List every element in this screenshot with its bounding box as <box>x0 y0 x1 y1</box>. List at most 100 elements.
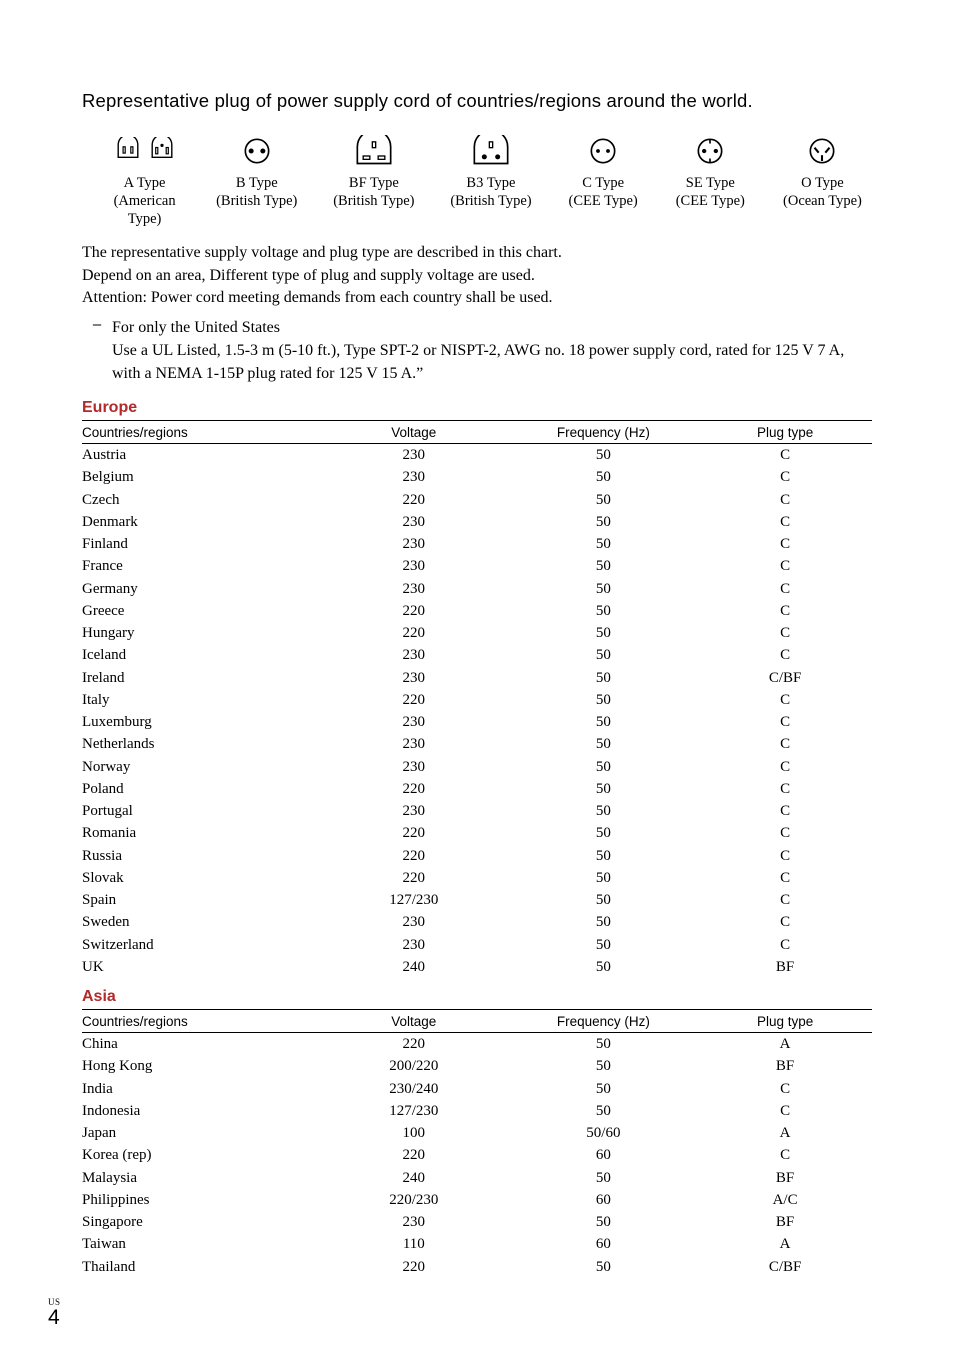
table-row: Netherlands23050C <box>82 733 872 755</box>
cell-f: 50 <box>509 1211 699 1233</box>
cell-c: Taiwan <box>82 1233 319 1255</box>
cell-c: UK <box>82 956 319 978</box>
cell-c: Finland <box>82 533 319 555</box>
cell-f: 50 <box>509 489 699 511</box>
cell-f: 50 <box>509 444 699 467</box>
cell-p: BF <box>698 1055 872 1077</box>
cell-c: Denmark <box>82 511 319 533</box>
cell-c: Luxemburg <box>82 711 319 733</box>
table-row: Japan10050/60A <box>82 1122 872 1144</box>
cell-p: C <box>698 689 872 711</box>
cell-f: 50 <box>509 622 699 644</box>
th-frequency: Frequency (Hz) <box>509 421 699 444</box>
plug-sub: (British Type) <box>207 192 306 210</box>
cell-f: 50 <box>509 1033 699 1056</box>
cell-c: Czech <box>82 489 319 511</box>
cell-v: 220 <box>319 489 509 511</box>
plug-o-type: O Type (Ocean Type) <box>773 134 872 228</box>
plug-a-type: A Type (American Type) <box>100 134 189 228</box>
cell-v: 230 <box>319 1211 509 1233</box>
th-voltage: Voltage <box>319 421 509 444</box>
cell-p: A <box>698 1122 872 1144</box>
table-row: Denmark23050C <box>82 511 872 533</box>
table-row: Malaysia24050BF <box>82 1167 872 1189</box>
table-row: Norway23050C <box>82 756 872 778</box>
cell-c: Thailand <box>82 1256 319 1278</box>
cell-v: 220 <box>319 845 509 867</box>
cell-f: 50 <box>509 466 699 488</box>
cell-f: 50 <box>509 711 699 733</box>
cell-v: 230 <box>319 555 509 577</box>
plug-sub: (CEE Type) <box>666 192 755 210</box>
desc-line-2: Depend on an area, Different type of plu… <box>82 265 872 287</box>
cell-p: C <box>698 934 872 956</box>
cell-f: 50 <box>509 822 699 844</box>
cell-v: 230 <box>319 756 509 778</box>
table-row: Sweden23050C <box>82 911 872 933</box>
th-plug: Plug type <box>698 421 872 444</box>
cell-c: Japan <box>82 1122 319 1144</box>
cell-f: 50 <box>509 600 699 622</box>
cell-p: C <box>698 867 872 889</box>
table-row: Hungary22050C <box>82 622 872 644</box>
table-row: Romania22050C <box>82 822 872 844</box>
cell-c: Malaysia <box>82 1167 319 1189</box>
cell-p: C <box>698 1144 872 1166</box>
cell-v: 230 <box>319 444 509 467</box>
page-title: Representative plug of power supply cord… <box>82 90 872 112</box>
cell-v: 230 <box>319 911 509 933</box>
cell-c: Greece <box>82 600 319 622</box>
cell-f: 50 <box>509 1078 699 1100</box>
table-row: UK24050BF <box>82 956 872 978</box>
cell-f: 50 <box>509 689 699 711</box>
plug-b3-type: B3 Type (British Type) <box>441 134 540 228</box>
table-row: Philippines220/23060A/C <box>82 1189 872 1211</box>
section-heading-europe: Europe <box>82 399 872 417</box>
plug-c-type: C Type (CEE Type) <box>559 134 648 228</box>
cell-f: 50 <box>509 934 699 956</box>
cell-c: Philippines <box>82 1189 319 1211</box>
cell-c: Indonesia <box>82 1100 319 1122</box>
cell-c: Austria <box>82 444 319 467</box>
table-row: Slovak22050C <box>82 867 872 889</box>
table-row: Thailand22050C/BF <box>82 1256 872 1278</box>
cell-p: C/BF <box>698 667 872 689</box>
cell-f: 50 <box>509 511 699 533</box>
cell-v: 220 <box>319 1033 509 1056</box>
cell-v: 127/230 <box>319 1100 509 1122</box>
cell-p: BF <box>698 1211 872 1233</box>
cell-v: 127/230 <box>319 889 509 911</box>
cell-f: 50 <box>509 800 699 822</box>
cell-v: 220 <box>319 1144 509 1166</box>
cell-f: 50 <box>509 578 699 600</box>
cell-f: 50 <box>509 778 699 800</box>
cell-c: Netherlands <box>82 733 319 755</box>
cell-p: C <box>698 466 872 488</box>
cell-f: 50 <box>509 555 699 577</box>
cell-p: BF <box>698 1167 872 1189</box>
plug-label: BF Type <box>324 174 423 192</box>
cell-c: Hong Kong <box>82 1055 319 1077</box>
plug-bf-type: BF Type (British Type) <box>324 134 423 228</box>
cell-v: 230/240 <box>319 1078 509 1100</box>
plug-label: O Type <box>773 174 872 192</box>
cell-p: C <box>698 911 872 933</box>
cell-c: Belgium <box>82 466 319 488</box>
cell-c: Russia <box>82 845 319 867</box>
cell-v: 230 <box>319 511 509 533</box>
cell-p: C <box>698 778 872 800</box>
table-row: Luxemburg23050C <box>82 711 872 733</box>
cell-c: Germany <box>82 578 319 600</box>
cell-f: 50 <box>509 1256 699 1278</box>
cell-c: Switzerland <box>82 934 319 956</box>
cell-v: 230 <box>319 466 509 488</box>
cell-v: 230 <box>319 711 509 733</box>
table-row: Korea (rep)22060C <box>82 1144 872 1166</box>
table-row: Iceland23050C <box>82 644 872 666</box>
cell-p: C <box>698 822 872 844</box>
cell-p: C <box>698 578 872 600</box>
plug-b3-icon <box>441 134 540 168</box>
cell-c: Italy <box>82 689 319 711</box>
cell-c: Ireland <box>82 667 319 689</box>
cell-f: 50 <box>509 533 699 555</box>
